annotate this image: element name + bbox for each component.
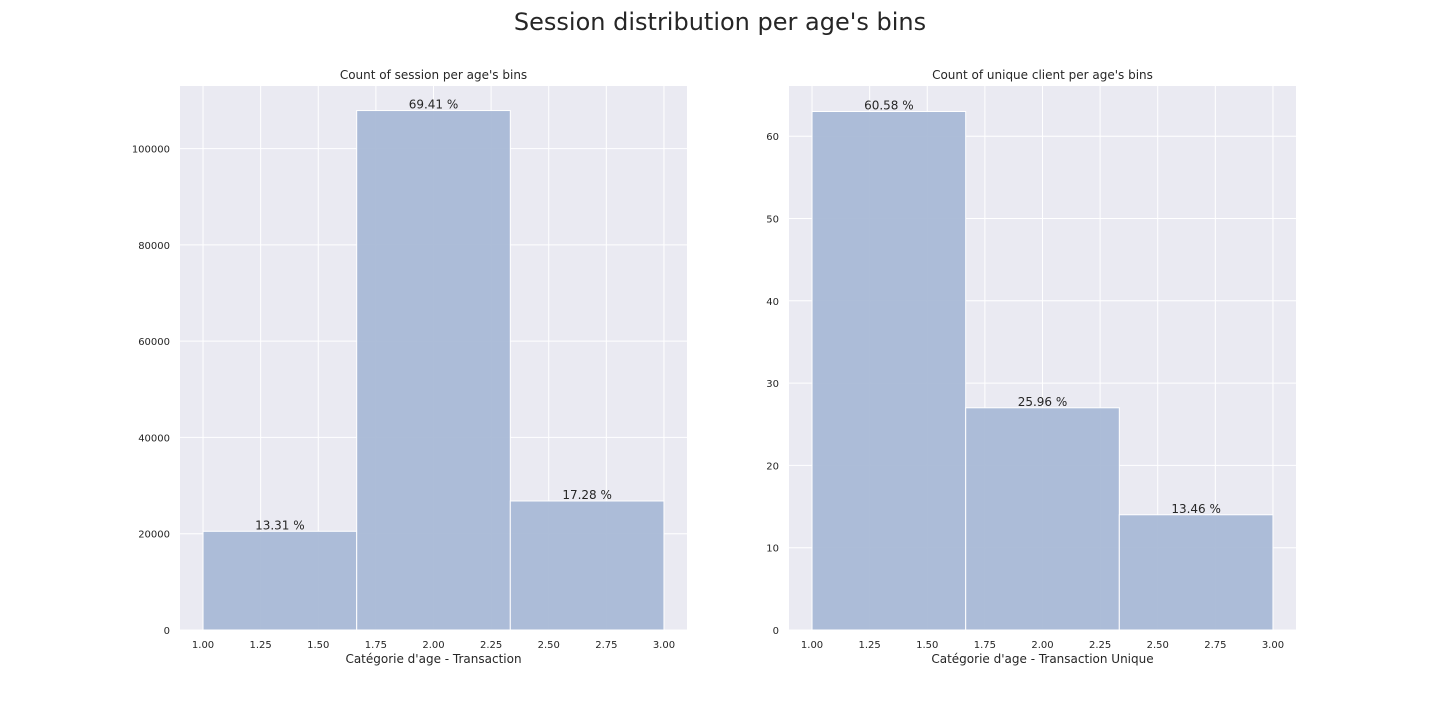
x-tick-label: 2.75 [595,640,617,651]
x-tick-label: 2.50 [1147,640,1169,651]
histogram-bar [811,111,967,631]
x-tick-label: 1.25 [859,640,881,651]
subplot-title: Count of session per age's bins [340,68,527,82]
x-tick-label: 3.00 [1262,640,1284,651]
y-tick-label: 20 [766,461,779,472]
x-tick-label: 2.50 [538,640,560,651]
y-tick-label: 40000 [138,433,170,444]
bar-percent-label: 13.46 % [1171,502,1221,516]
y-tick-label: 60 [766,132,779,143]
y-tick-label: 0 [164,626,170,637]
subplot-2: 60.58 % 25.96 % 13.46 % 1.00 1.25 1.50 1.75 2.0… [766,68,1296,666]
y-tick-label: 20000 [138,530,170,541]
y-tick-label: 60000 [138,337,170,348]
x-tick-label: 2.00 [1031,640,1053,651]
y-tick-label: 10 [766,544,779,555]
x-tick-label: 1.75 [365,640,387,651]
x-tick-label: 1.75 [974,640,996,651]
x-tick-label: 2.25 [1089,640,1111,651]
x-axis-label: Catégorie d'age - Transaction Unique [931,652,1153,666]
subplot-1: 13.31 % 69.41 % 17.28 % 1.00 1.25 1.50 1.75 2.0… [132,68,687,666]
subplot-title: Count of unique client per age's bins [932,68,1153,82]
histogram-bar [356,110,511,631]
histogram-bar [1118,514,1274,631]
x-tick-label: 1.25 [250,640,272,651]
y-tick-label: 100000 [132,145,170,156]
x-tick-label: 1.50 [916,640,938,651]
y-tick-label: 30 [766,379,779,390]
x-tick-label: 2.25 [480,640,502,651]
histogram-bar [965,407,1120,631]
histogram-bar [509,500,665,631]
histogram-bar [202,530,358,631]
bar-percent-label: 25.96 % [1018,395,1068,409]
figure-suptitle: Session distribution per age's bins [513,8,927,36]
x-tick-label: 2.75 [1204,640,1226,651]
x-tick-label: 3.00 [653,640,675,651]
bar-percent-label: 60.58 % [864,99,914,113]
x-tick-label: 2.00 [422,640,444,651]
y-tick-label: 80000 [138,241,170,252]
x-tick-label: 1.00 [192,640,214,651]
y-tick-label: 0 [773,626,779,637]
x-axis-label: Catégorie d'age - Transaction [345,652,521,666]
y-tick-label: 40 [766,297,779,308]
x-tick-label: 1.00 [801,640,823,651]
y-tick-label: 50 [766,215,779,226]
bar-percent-label: 17.28 % [562,488,612,502]
bar-percent-label: 13.31 % [255,518,305,532]
bar-percent-label: 69.41 % [409,98,459,112]
x-tick-label: 1.50 [307,640,329,651]
